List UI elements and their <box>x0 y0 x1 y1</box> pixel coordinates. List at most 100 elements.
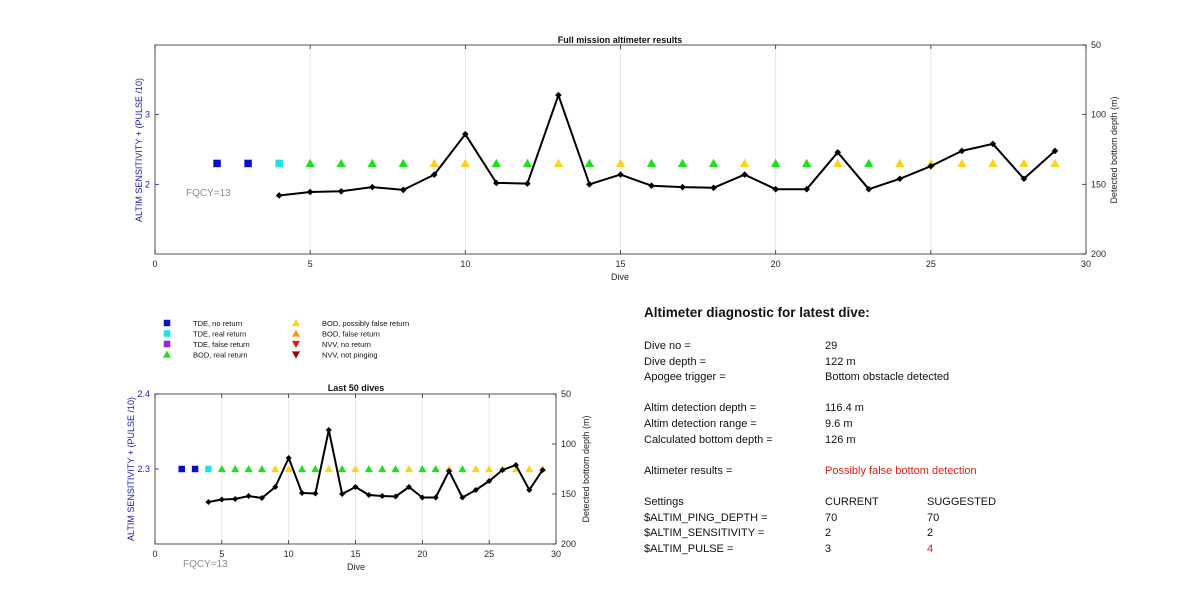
bottom-fqcy-annotation: FQCY=13 <box>183 559 228 570</box>
bod-real-return-marker <box>311 464 320 473</box>
x-tick-label: 20 <box>417 549 427 559</box>
y-tick-label-right: 150 <box>1091 179 1106 189</box>
bottom-depth-point <box>379 492 386 500</box>
bottom-chart-title: Last 50 dives <box>328 383 385 393</box>
x-tick-label: 10 <box>460 259 470 269</box>
bod-real-return-marker <box>431 464 440 473</box>
bod-real-return-marker <box>338 464 347 473</box>
settings-header: Settings <box>644 495 684 508</box>
bod-real-return-marker <box>491 158 502 168</box>
top-y-axis-label-left: ALTIM SENSITIVITY + (PULSE /10) <box>134 78 144 222</box>
legend-marker <box>291 318 301 327</box>
top-marks <box>213 91 1060 199</box>
bod-real-return-marker <box>231 464 240 473</box>
bottom-depth-point <box>648 182 655 190</box>
bod-possibly-false-return-marker <box>485 464 494 473</box>
bottom-depth-point <box>431 171 438 178</box>
y-tick-label-right: 50 <box>1091 40 1101 50</box>
bottom-depth-point <box>446 467 453 475</box>
bod-possibly-false-return-marker <box>351 464 360 473</box>
setting-current: 70 <box>825 511 838 524</box>
x-tick-label: 20 <box>771 259 781 269</box>
setting-current: 2 <box>825 527 832 540</box>
current-header: CURRENT <box>825 495 879 508</box>
bottom-depth-point <box>1020 175 1028 183</box>
bod-real-return-marker <box>367 158 377 168</box>
bod-possibly-false-return-marker <box>471 464 480 473</box>
bottom-depth-point <box>275 192 283 199</box>
bottom-depth-line <box>278 94 1056 197</box>
setting-name: $ALTIM_PING_DEPTH = <box>644 511 768 524</box>
bod-real-return-marker <box>336 158 346 168</box>
y-tick-label-left: 3 <box>145 110 150 120</box>
bottom-depth-point <box>399 186 407 194</box>
altim-detection-range-row: Altim detection range = 9.6 m <box>644 417 1184 433</box>
settings-header-row: Settings CURRENT SUGGESTED <box>644 495 1184 511</box>
bottom-depth-point <box>272 483 279 491</box>
setting-row-pulse: $ALTIM_PULSE = 3 4 <box>644 542 1184 558</box>
y-tick-label-right: 100 <box>1091 110 1106 120</box>
legend-label: TDE, false return <box>193 340 250 349</box>
dive-depth-label: Dive depth = <box>644 355 707 368</box>
altimeter-diagnostic-panel: Altimeter diagnostic for latest dive: Di… <box>644 305 1184 557</box>
bottom-marks <box>178 426 547 506</box>
x-tick-label: 25 <box>926 259 936 269</box>
bottom-depth-point <box>958 147 966 155</box>
bod-real-return-marker <box>458 464 467 473</box>
calculated-bottom-depth-value: 126 m <box>825 433 856 446</box>
top-fqcy-annotation: FQCY=13 <box>186 188 231 199</box>
bottom-depth-point <box>472 486 479 494</box>
altim-detection-depth-label: Altim detection depth = <box>644 402 757 415</box>
bottom-depth-point <box>205 498 212 506</box>
bod-real-return-marker <box>398 158 408 168</box>
bod-possibly-false-return-marker <box>284 464 293 473</box>
legend-label: BOD, possibly false return <box>322 319 409 328</box>
top-y-axis-label-right: Detected bottom depth (m) <box>1109 96 1119 203</box>
bod-possibly-false-return-marker <box>525 464 534 473</box>
top-chart: 0 5 10 15 20 25 30 2 3 50 100 150 200 Full mission a… <box>134 35 1119 282</box>
bottom-depth-point <box>368 183 376 191</box>
bottom-depth-point <box>526 486 533 494</box>
bottom-depth-point <box>339 490 346 498</box>
y-tick-label-left: 2.3 <box>137 464 150 474</box>
bottom-depth-point <box>524 180 531 187</box>
bod-possibly-false-return-marker <box>739 158 750 168</box>
altimeter-results-row: Altimeter results = Possibly false botto… <box>644 464 1184 480</box>
bottom-depth-point <box>555 91 562 99</box>
bottom-depth-point <box>834 148 842 156</box>
setting-suggested: 4 <box>927 542 934 555</box>
x-tick-label: 25 <box>484 549 494 559</box>
dive-depth-row: Dive depth = 122 m <box>644 355 1184 371</box>
bod-real-return-marker <box>364 464 373 473</box>
bottom-depth-point <box>865 185 873 193</box>
bod-possibly-false-return-marker <box>460 158 470 168</box>
bod-real-return-marker <box>864 158 874 168</box>
top-x-axis-label: Dive <box>611 272 629 282</box>
legend-label: BOD, real return <box>193 351 248 360</box>
setting-current: 3 <box>825 542 832 555</box>
legend-label: NVV, not pinging <box>322 351 378 360</box>
bottom-y-axis-label-right: Detected bottom depth (m) <box>581 415 591 522</box>
y-tick-label-right: 200 <box>561 539 576 549</box>
x-tick-label: 0 <box>152 549 157 559</box>
setting-suggested: 2 <box>927 527 934 540</box>
bod-real-return-marker <box>646 158 657 168</box>
legend-marker <box>291 329 301 337</box>
bod-real-return-marker <box>677 158 688 168</box>
bod-possibly-false-return-marker <box>429 158 439 168</box>
bod-real-return-marker <box>378 464 387 473</box>
bod-real-return-marker <box>418 464 427 473</box>
bod-real-return-marker <box>584 158 595 168</box>
bottom-depth-point <box>586 181 593 188</box>
setting-name: $ALTIM_PULSE = <box>644 542 734 555</box>
bottom-depth-point <box>462 130 469 138</box>
bottom-chart: 0 5 10 15 20 25 30 2.3 2.4 50 100 150 200 Last 50 di… <box>126 383 591 572</box>
bottom-depth-point <box>325 426 332 434</box>
bod-real-return-marker <box>391 464 400 473</box>
bottom-depth-point <box>352 483 359 491</box>
legend-marker <box>291 340 301 349</box>
bottom-x-axis-label: Dive <box>347 562 365 572</box>
x-tick-label: 15 <box>350 549 360 559</box>
legend-marker <box>163 319 171 327</box>
